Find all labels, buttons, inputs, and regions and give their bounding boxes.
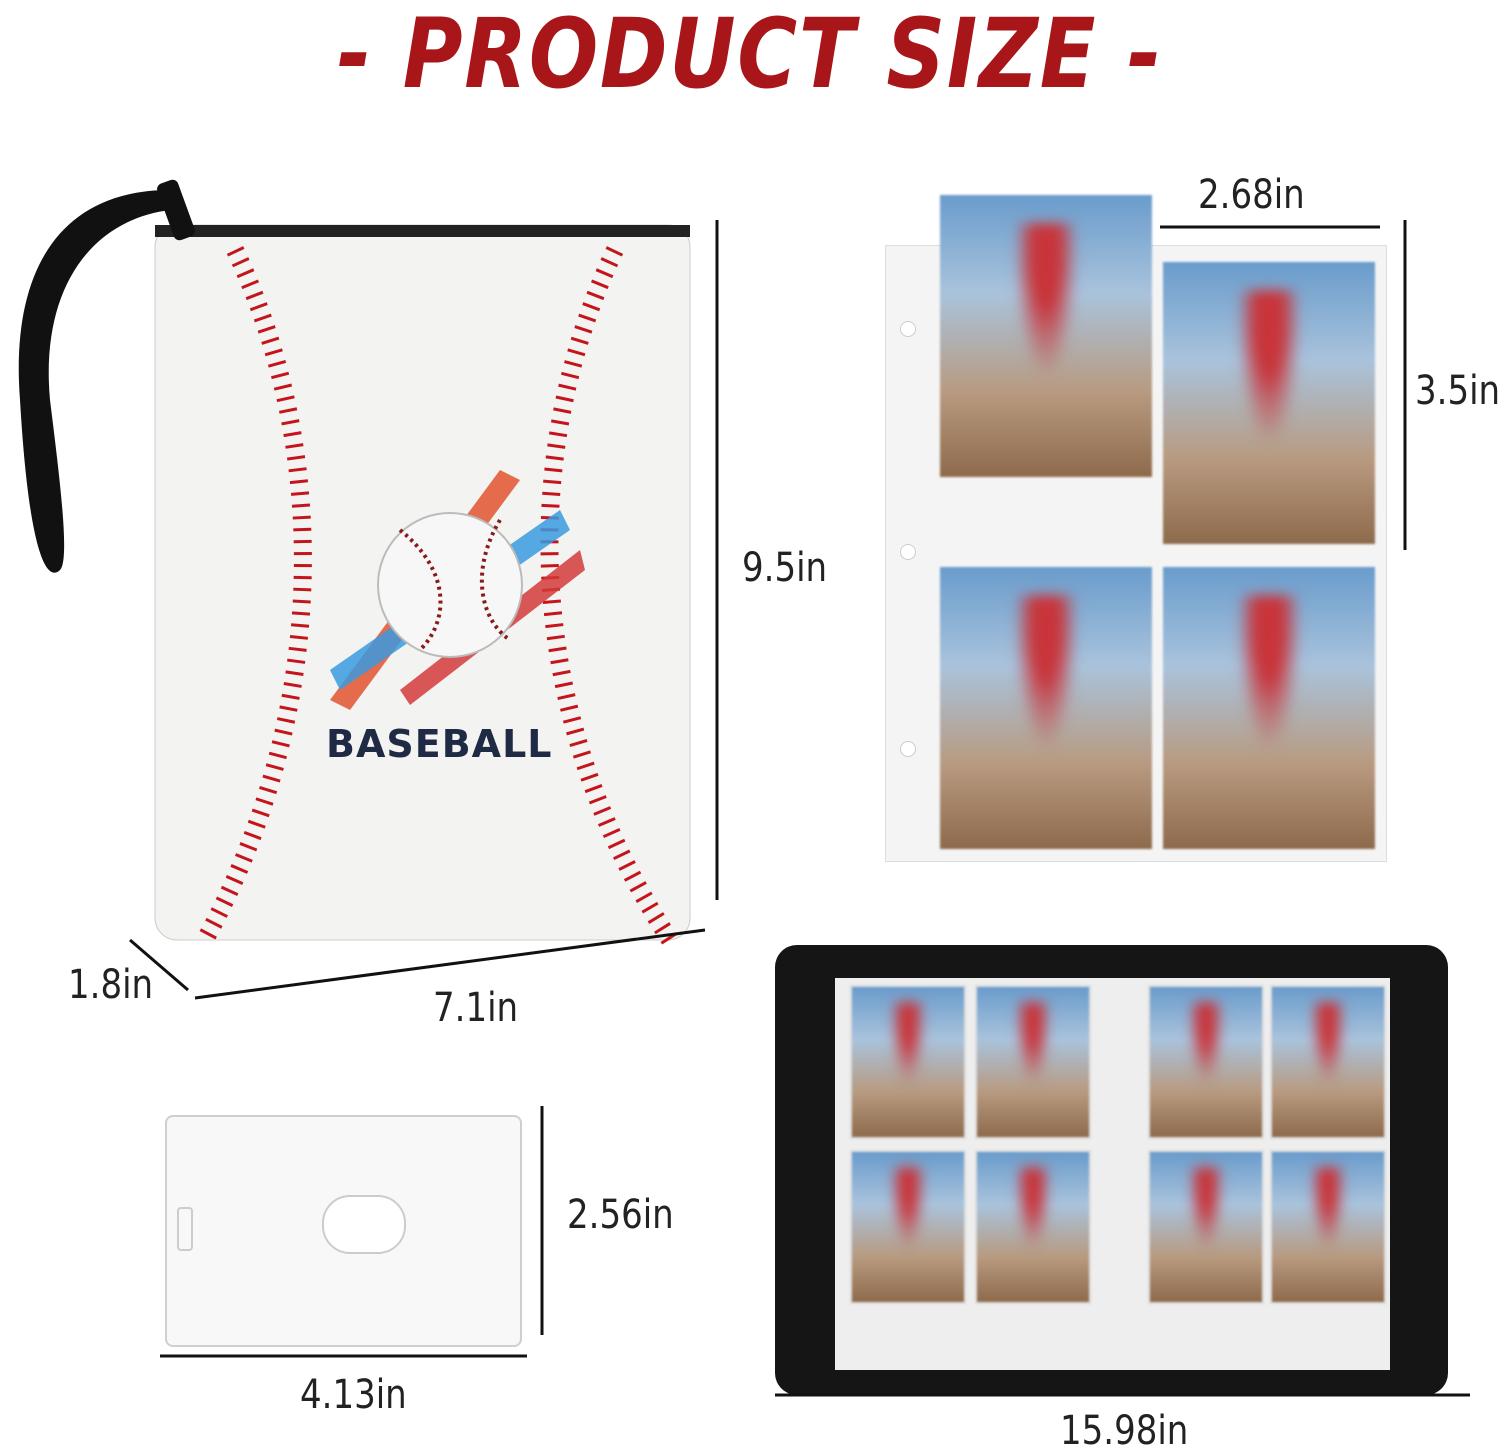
holder-width-label: 4.13in [300,1372,407,1418]
cover-text: BASEBALL [326,722,553,766]
open-binder-arrow [775,1393,1470,1397]
wrist-strap [18,190,170,573]
card [940,195,1152,477]
binder-front-image [18,179,719,1000]
card [940,567,1152,849]
card-width-label: 2.68in [1198,172,1305,218]
page-title: - PRODUCT SIZE - [337,0,1163,110]
card [1163,262,1375,544]
holder-dimension-arrows [160,1106,544,1358]
holder-height-label: 2.56in [567,1192,674,1238]
card [1163,567,1375,849]
page-dimension-arrows [1160,220,1407,550]
binder-depth-label: 1.8in [68,962,154,1008]
card-holder-image [165,1115,522,1347]
binder-height-label: 9.5in [742,545,828,591]
open-binder-width-label: 15.98in [1060,1408,1189,1454]
binder-width-label: 7.1in [433,985,519,1031]
card-height-label: 3.5in [1415,368,1500,414]
